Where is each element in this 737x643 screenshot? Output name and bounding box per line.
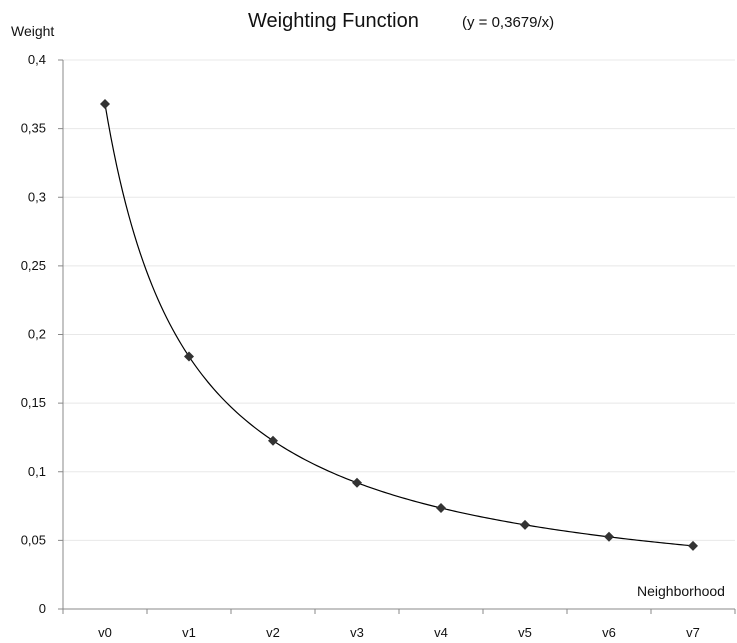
chart-title: Weighting Function — [248, 10, 419, 32]
data-point-marker — [268, 435, 278, 446]
x-tick-label: v7 — [686, 625, 700, 640]
series-line — [104, 103, 694, 547]
y-tick-label: 0 — [39, 601, 46, 616]
data-point-marker — [352, 477, 362, 488]
x-tick-label: v2 — [266, 625, 280, 640]
y-tick-label: 0,05 — [21, 532, 46, 547]
x-tick-label: v6 — [602, 625, 616, 640]
x-tick-label: v5 — [518, 625, 532, 640]
x-tick-label: v1 — [182, 625, 196, 640]
data-point-marker — [184, 351, 194, 362]
y-tick-label: 0,15 — [21, 395, 46, 410]
x-tick-label: v3 — [350, 625, 364, 640]
x-tick-label: v4 — [434, 625, 448, 640]
y-tick-label: 0,25 — [21, 258, 46, 273]
data-point-marker — [100, 99, 110, 110]
y-axis-label: Weight — [11, 23, 55, 39]
data-point-marker — [604, 531, 614, 542]
data-point-marker — [520, 519, 530, 530]
data-point-marker — [436, 502, 446, 513]
y-tick-label: 0,1 — [28, 464, 46, 479]
y-tick-label: 0,35 — [21, 121, 46, 136]
chart-formula: (y = 0,3679/x) — [462, 14, 555, 31]
data-point-marker — [688, 540, 698, 551]
y-tick-label: 0,3 — [28, 189, 46, 204]
y-tick-label: 0,4 — [28, 52, 46, 67]
y-tick-label: 0,2 — [28, 327, 46, 342]
x-tick-label: v0 — [98, 625, 112, 640]
x-axis-label: Neighborhood — [637, 583, 725, 599]
